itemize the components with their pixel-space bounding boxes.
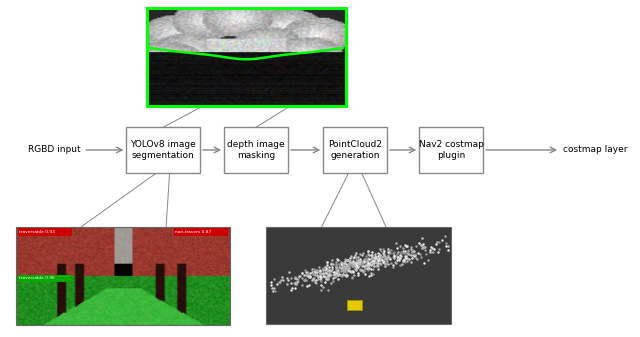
FancyBboxPatch shape — [266, 227, 451, 324]
Text: RGBD input: RGBD input — [28, 146, 81, 154]
Text: depth image
masking: depth image masking — [227, 140, 285, 160]
Text: PointCloud2
generation: PointCloud2 generation — [328, 140, 382, 160]
FancyBboxPatch shape — [419, 127, 483, 173]
FancyBboxPatch shape — [174, 228, 228, 236]
FancyBboxPatch shape — [347, 301, 362, 310]
Text: traversable 0.96: traversable 0.96 — [19, 276, 55, 280]
Text: costmap layer: costmap layer — [563, 146, 628, 154]
Text: non-travers 0.87: non-travers 0.87 — [175, 230, 212, 234]
FancyBboxPatch shape — [18, 275, 72, 282]
FancyBboxPatch shape — [18, 228, 72, 236]
FancyBboxPatch shape — [323, 127, 387, 173]
Text: Nav2 costmap
plugin: Nav2 costmap plugin — [419, 140, 484, 160]
FancyBboxPatch shape — [127, 127, 200, 173]
Text: traversable 0.93: traversable 0.93 — [19, 230, 55, 234]
Text: YOLOv8 image
segmentation: YOLOv8 image segmentation — [131, 140, 196, 160]
FancyBboxPatch shape — [224, 127, 288, 173]
